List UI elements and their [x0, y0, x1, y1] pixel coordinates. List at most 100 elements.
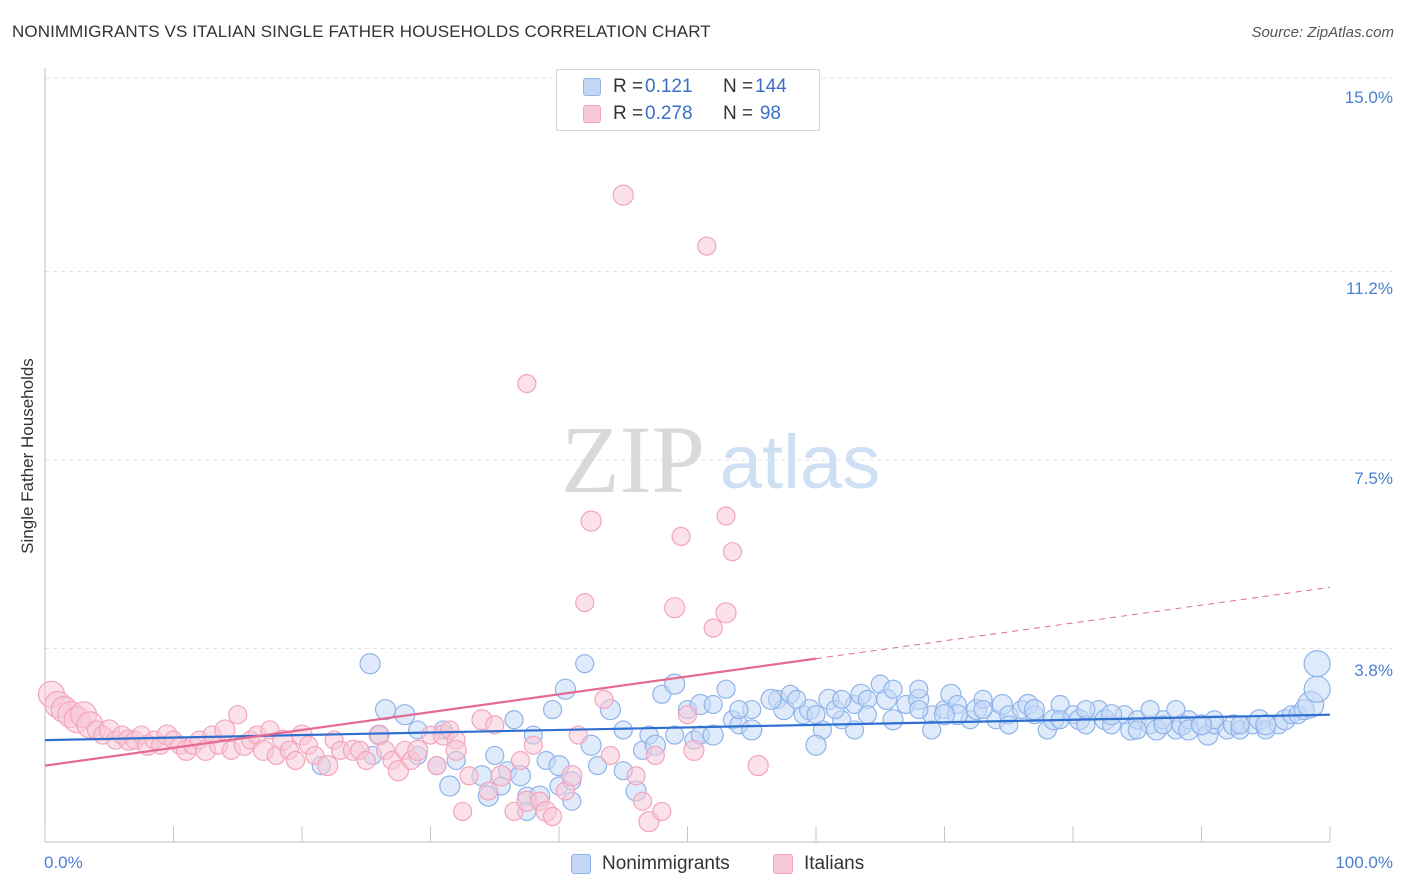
- italians-point: [542, 806, 563, 827]
- watermark: ZIP atlas: [561, 406, 880, 513]
- legend-label: Nonimmigrants: [602, 853, 730, 874]
- n-value: 144: [755, 76, 787, 97]
- nonimmigrants-point: [1076, 699, 1096, 720]
- r-value: 0.121: [645, 76, 693, 97]
- chart-source: Source: ZipAtlas.com: [1251, 24, 1394, 41]
- nonimmigrants-point: [716, 679, 736, 699]
- nonimmigrants-point: [504, 710, 524, 730]
- italians-point: [580, 510, 602, 532]
- nonimmigrants-point: [741, 719, 763, 741]
- italians-trend-line-extension: [815, 586, 1331, 660]
- r-label: R =: [613, 76, 644, 97]
- y-tick-label: 15.0%: [1344, 88, 1393, 107]
- nonimmigrants-point: [439, 775, 461, 797]
- italians-point: [453, 801, 473, 822]
- italians-point: [612, 184, 634, 206]
- nonimmigrants-point: [787, 689, 807, 709]
- nonimmigrants-point: [1140, 699, 1160, 720]
- italians-point: [722, 542, 743, 562]
- correlation-legend: R = 0.121 N = 144 R = 0.278 N = 98: [556, 69, 820, 131]
- nonimmigrants-point: [882, 709, 904, 731]
- nonimmigrants-point: [1127, 720, 1147, 740]
- nonimmigrants-point: [485, 745, 505, 766]
- italians-trend-line: [44, 657, 817, 767]
- italians-point: [517, 374, 537, 394]
- italians-point: [561, 765, 583, 787]
- italians-point: [594, 689, 614, 709]
- nonimmigrants-point: [922, 720, 942, 740]
- italians-swatch: [583, 105, 601, 123]
- italians-point: [703, 618, 723, 638]
- trend-lines: [44, 586, 1331, 767]
- italians-point: [697, 236, 717, 256]
- nonimmigrants-point: [1230, 715, 1250, 735]
- nonimmigrants-point: [703, 694, 723, 715]
- nonimmigrants-point: [999, 715, 1019, 735]
- y-axis-label: Single Father Households: [18, 358, 37, 554]
- nonimmigrants-point: [805, 734, 827, 756]
- x-tick-label-min: 0.0%: [44, 853, 83, 872]
- italians-point: [490, 765, 512, 787]
- nonimmigrants-point: [909, 679, 929, 699]
- nonimmigrants-points: [311, 650, 1331, 822]
- italians-point: [459, 766, 479, 786]
- italians-point: [677, 705, 698, 725]
- x-tick-label-max: 100.0%: [1335, 853, 1393, 872]
- r-value: 0.278: [645, 103, 693, 124]
- nonimmigrants-point: [1303, 650, 1331, 678]
- italians-point: [445, 739, 467, 761]
- nonimmigrants-point: [806, 705, 826, 725]
- legend-label: Italians: [804, 853, 865, 874]
- nonimmigrants-point: [844, 720, 865, 740]
- gridlines: [45, 77, 1395, 649]
- nonimmigrants-point: [575, 654, 595, 674]
- nonimmigrants-point: [857, 705, 878, 725]
- italians-point: [652, 801, 672, 822]
- y-tick-label: 3.8%: [1354, 661, 1393, 680]
- nonimmigrants-point: [832, 689, 852, 709]
- nonimmigrants-point: [1153, 715, 1173, 735]
- nonimmigrants-point: [554, 678, 577, 700]
- nonimmigrants-point: [1166, 699, 1186, 720]
- nonimmigrants-point: [883, 679, 903, 699]
- italians-point: [575, 593, 595, 613]
- italians-point: [671, 526, 691, 547]
- watermark-zip: ZIP: [561, 406, 705, 513]
- italians-point: [716, 506, 736, 526]
- nonimmigrants-point: [359, 653, 381, 675]
- italians-point: [600, 745, 621, 766]
- italians-point: [632, 791, 653, 811]
- italians-point: [523, 735, 543, 755]
- n-value: 98: [759, 103, 781, 124]
- italians-point: [747, 754, 769, 777]
- italians-point: [510, 750, 531, 771]
- nonimmigrants-point: [729, 699, 749, 720]
- italians-point: [317, 754, 339, 777]
- series-legend: Nonimmigrants Italians: [0, 852, 1406, 878]
- italians-point: [715, 602, 737, 624]
- watermark-atlas: atlas: [720, 420, 881, 505]
- italians-point: [228, 705, 248, 725]
- italians-point: [407, 739, 429, 761]
- italians-point: [427, 755, 447, 776]
- nonimmigrants-point: [933, 704, 956, 726]
- nonimmigrants-point: [702, 724, 724, 746]
- italians-point: [485, 715, 505, 735]
- axes: [44, 68, 1331, 843]
- nonimmigrants-swatch: [571, 854, 591, 874]
- italians-point: [356, 750, 376, 771]
- italians-point: [285, 750, 306, 771]
- italians-point: [645, 745, 665, 766]
- nonimmigrants-point: [542, 699, 563, 720]
- italians-point: [664, 597, 686, 619]
- nonimmigrants-swatch: [583, 78, 601, 96]
- nonimmigrants-point: [1100, 704, 1123, 726]
- nonimmigrants-point: [909, 699, 929, 720]
- r-label: R =: [613, 103, 644, 124]
- nonimmigrants-point: [587, 755, 608, 776]
- nonimmigrants-point: [1255, 714, 1277, 736]
- nonimmigrants-point: [1023, 698, 1046, 721]
- y-tick-label: 7.5%: [1354, 469, 1393, 488]
- nonimmigrants-point: [760, 688, 782, 710]
